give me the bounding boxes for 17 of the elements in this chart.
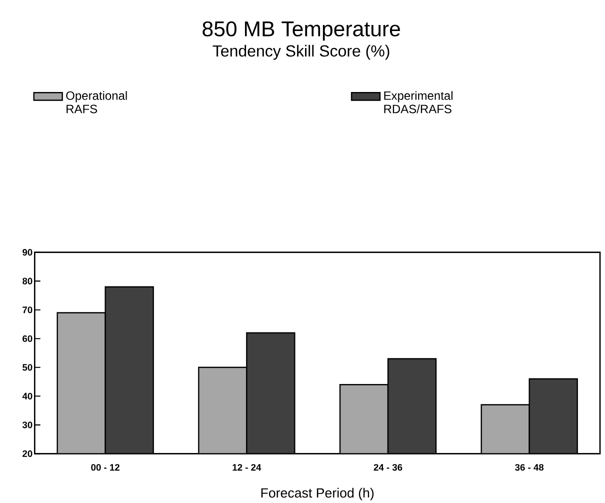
y-tick-label: 90 bbox=[22, 249, 32, 256]
y-tick-label: 40 bbox=[22, 392, 32, 400]
y-tick-label: 60 bbox=[22, 335, 32, 342]
y-tick-label: 80 bbox=[22, 278, 32, 284]
legend-label: Experimental RDAS/RAFS bbox=[384, 91, 452, 114]
chart-title: 850 MB Temperature bbox=[202, 21, 400, 41]
x-tick-label: 00 - 12 bbox=[91, 464, 120, 471]
legend-label: Operational RAFS bbox=[66, 91, 127, 114]
y-tick-label: 50 bbox=[22, 364, 32, 371]
chart-subtitle: Tendency Skill Score (%) bbox=[212, 44, 390, 60]
y-tick-label: 30 bbox=[22, 422, 32, 428]
y-tick-label: 70 bbox=[22, 306, 32, 314]
x-tick-label: 12 - 24 bbox=[232, 464, 262, 471]
x-axis-title: Forecast Period (h) bbox=[261, 488, 374, 500]
y-tick-label: 20 bbox=[22, 450, 32, 457]
x-tick-label: 36 - 48 bbox=[515, 464, 544, 471]
x-tick-label: 24 - 36 bbox=[374, 464, 402, 471]
